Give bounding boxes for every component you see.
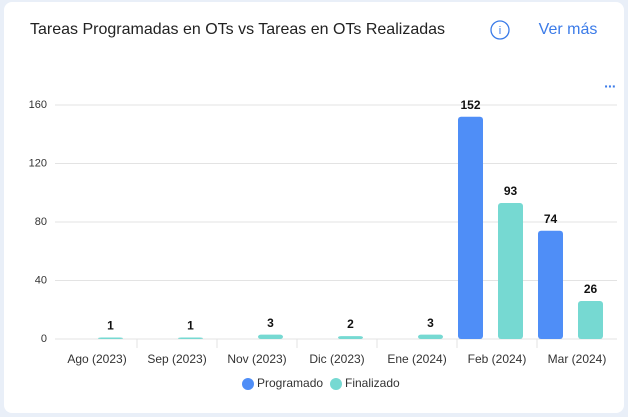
bar <box>338 336 363 339</box>
bar <box>538 230 563 339</box>
value-label: 1 <box>107 319 114 333</box>
value-label: 3 <box>427 316 434 330</box>
bar <box>498 202 523 339</box>
value-label: 74 <box>544 212 558 226</box>
bar <box>458 116 483 339</box>
value-label: 2 <box>347 317 354 331</box>
info-icon-glyph: i <box>499 25 501 37</box>
y-tick-label: 80 <box>35 216 47 228</box>
bar <box>578 300 603 339</box>
x-tick-label: Mar (2024) <box>548 352 607 366</box>
value-label: 26 <box>584 282 598 296</box>
chart-title: Tareas Programadas en OTs vs Tareas en O… <box>30 21 445 38</box>
more-link[interactable]: Ver más <box>539 21 598 38</box>
x-tick-label: Sep (2023) <box>147 352 206 366</box>
bar <box>178 337 203 339</box>
x-tick-label: Ago (2023) <box>67 352 126 366</box>
y-tick-label: 160 <box>29 99 47 111</box>
x-tick-label: Ene (2024) <box>387 352 446 366</box>
x-tick-label: Feb (2024) <box>468 352 527 366</box>
bar <box>258 334 283 339</box>
value-label: 152 <box>460 98 480 112</box>
y-tick-label: 40 <box>35 274 47 286</box>
x-tick-label: Nov (2023) <box>227 352 286 366</box>
x-tick-label: Dic (2023) <box>309 352 364 366</box>
menu-button[interactable]: ... <box>604 75 616 91</box>
bar <box>98 337 123 339</box>
value-label: 3 <box>267 316 274 330</box>
value-label: 1 <box>187 319 194 333</box>
value-label: 93 <box>504 184 518 198</box>
y-tick-label: 120 <box>29 157 47 169</box>
bar <box>418 334 443 339</box>
y-tick-label: 0 <box>41 333 47 345</box>
legend-label: Programado <box>257 376 323 390</box>
info-icon[interactable] <box>490 20 510 40</box>
legend-swatch <box>242 378 254 390</box>
legend-swatch <box>330 378 342 390</box>
legend-label: Finalizado <box>345 376 400 390</box>
